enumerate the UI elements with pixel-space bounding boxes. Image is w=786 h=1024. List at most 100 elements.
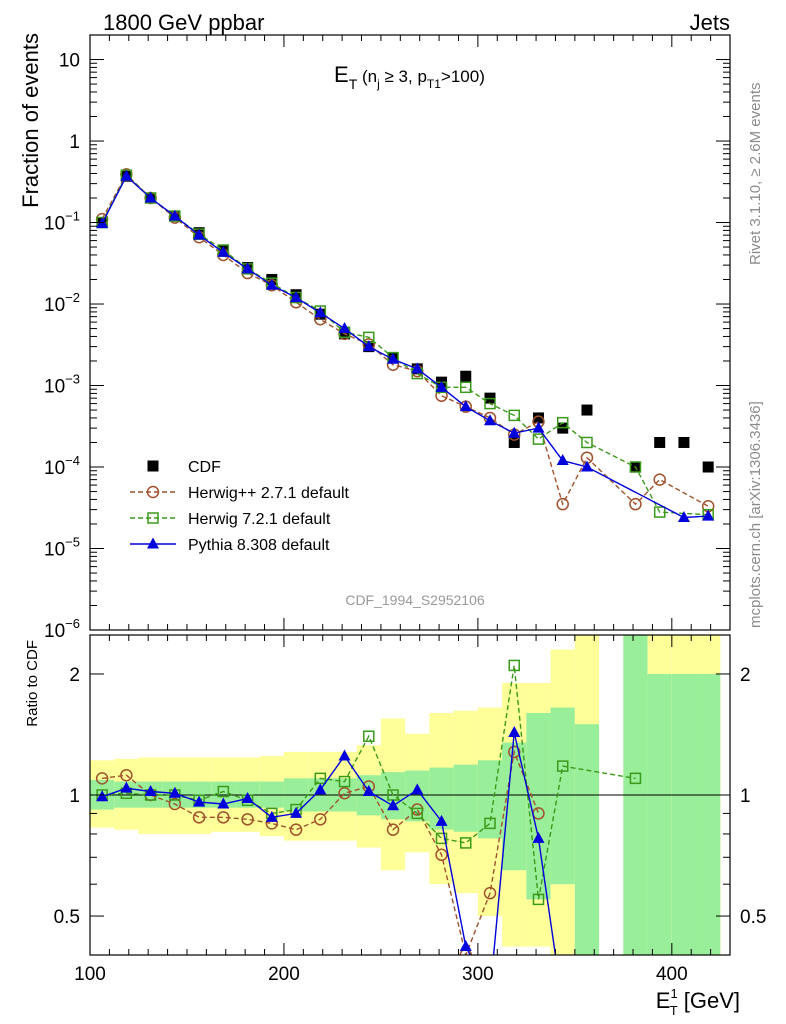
- main-y-tick-label: 10−2: [44, 290, 80, 316]
- ratio-xlabel: E1 T [GeV]: [656, 986, 740, 1018]
- main-point-triangle: [508, 426, 521, 438]
- legend-marker-square: [147, 512, 159, 524]
- main-point-triangle: [193, 228, 206, 240]
- ratio-point-square: [363, 730, 375, 742]
- title-main: E: [334, 62, 349, 87]
- ratio-point-triangle: [508, 726, 521, 738]
- x-tick-label: 200: [268, 964, 300, 985]
- main-point-triangle: [677, 511, 690, 523]
- ratio-point-square: [411, 807, 424, 820]
- ratio-y-tick-label: 1: [69, 786, 80, 807]
- ratio-point-circle: [217, 811, 230, 824]
- legend-marker-data: [147, 460, 159, 472]
- main-point-triangle: [532, 421, 545, 433]
- x-tick-label: 400: [656, 964, 688, 985]
- main-point-square: [532, 433, 545, 445]
- main-point-circle: [629, 497, 642, 511]
- main-y-tick-label: 10: [59, 51, 80, 72]
- ratio-point-circle: [507, 745, 521, 759]
- axes-layer: 100 200 300 400 10 1 10−1 10−2 10−3 10−4 10−5 10−6 2…: [44, 34, 766, 985]
- main-point-data: [654, 436, 666, 448]
- title-sub2: j: [376, 77, 380, 91]
- ratio-point-triangle: [338, 749, 351, 761]
- title-end: >100): [441, 67, 485, 86]
- ratio-band-inner: [623, 635, 648, 955]
- ratio-point-circle: [483, 886, 497, 900]
- legend-label: Herwig 7.2.1 default: [188, 511, 331, 528]
- ratio-y-tick-label: 0.5: [54, 907, 80, 928]
- legend-label: CDF: [188, 459, 221, 476]
- ratio-point-circle: [386, 823, 400, 836]
- ratio-point-triangle: [557, 999, 569, 1010]
- ratio-point-triangle: [362, 785, 375, 797]
- main-point-data: [702, 461, 714, 473]
- main-point-data: [460, 370, 472, 382]
- x-tick-label: 100: [74, 964, 106, 985]
- ratio-point-circle: [289, 823, 303, 836]
- main-point-data: [508, 436, 520, 448]
- xlabel-sup: 1: [670, 986, 677, 1001]
- main-point-circle: [556, 497, 569, 511]
- main-point-triangle: [459, 400, 472, 412]
- main-point-square: [484, 397, 496, 410]
- main-point-square: [460, 381, 472, 394]
- ratio-point-triangle: [435, 814, 448, 826]
- ratio-plot-series: [90, 659, 730, 1010]
- title-mid1: (n: [357, 67, 377, 86]
- ratio-point-square: [435, 832, 448, 845]
- ratio-point-circle: [120, 768, 133, 782]
- analysis-watermark: CDF_1994_S2952106: [345, 592, 485, 608]
- main-point-triangle: [314, 306, 327, 318]
- ratio-point-circle: [314, 813, 327, 826]
- ratio-y-tick-label: 2: [69, 665, 80, 686]
- main-point-data: [581, 404, 593, 416]
- ratio-point-triangle: [387, 799, 400, 811]
- main-point-triangle: [144, 191, 157, 203]
- main-plot-title: ET (nj ≥ 3, pT1>100): [334, 62, 485, 92]
- main-y-tick-label: 10−5: [44, 535, 80, 561]
- main-point-triangle: [387, 352, 400, 364]
- main-point-circle: [653, 473, 666, 486]
- ratio-point-circle: [95, 772, 109, 785]
- ratio-point-triangle: [265, 810, 278, 822]
- ratio-uncertainty-bands: [90, 635, 721, 955]
- main-series-line: [101, 174, 709, 516]
- ratio-point-triangle: [193, 795, 206, 807]
- main-point-triangle: [580, 460, 593, 472]
- legend-marker-triangle: [147, 537, 159, 549]
- ratio-point-circle: [192, 811, 206, 824]
- ratio-band-inner: [453, 764, 478, 832]
- main-point-triangle: [168, 209, 181, 221]
- main-point-triangle: [411, 362, 424, 374]
- main-y-tick-label: 10−3: [44, 372, 80, 398]
- ratio-band-inner: [526, 712, 551, 900]
- ratio-point-triangle: [459, 939, 472, 951]
- legend-label: Pythia 8.308 default: [188, 537, 330, 554]
- ratio-band-inner: [671, 673, 697, 955]
- ratio-point-triangle: [144, 785, 157, 797]
- header-left-text: 1800 GeV ppbar: [103, 10, 264, 35]
- main-plot-series: [95, 168, 715, 523]
- main-point-triangle: [484, 414, 496, 426]
- main-point-triangle: [290, 291, 303, 303]
- ratio-point-triangle: [484, 987, 496, 998]
- main-point-triangle: [217, 245, 230, 257]
- main-point-square: [581, 436, 593, 449]
- mcplots-label: mcplots.cern.ch [arXiv:1306.3436]: [747, 401, 764, 628]
- ratio-band-inner: [696, 673, 721, 955]
- ratio-band-inner: [647, 673, 672, 955]
- ratio-point-square: [532, 893, 545, 906]
- main-plot-frame: [89, 34, 731, 631]
- main-point-triangle: [435, 380, 448, 392]
- main-y-tick-label: 10−6: [44, 616, 80, 642]
- ratio-point-square: [217, 785, 230, 798]
- title-sub1: T: [349, 76, 358, 92]
- ratio-point-square: [556, 760, 569, 772]
- main-point-triangle: [362, 340, 375, 352]
- ratio-y-tick-label-right: 1: [740, 786, 751, 807]
- rivet-label: Rivet 3.1.10, ≥ 2.6M events: [747, 83, 764, 266]
- xlabel-end: [GeV]: [678, 988, 740, 1013]
- main-ylabel: Fraction of events: [18, 33, 43, 208]
- ratio-point-square: [460, 837, 472, 849]
